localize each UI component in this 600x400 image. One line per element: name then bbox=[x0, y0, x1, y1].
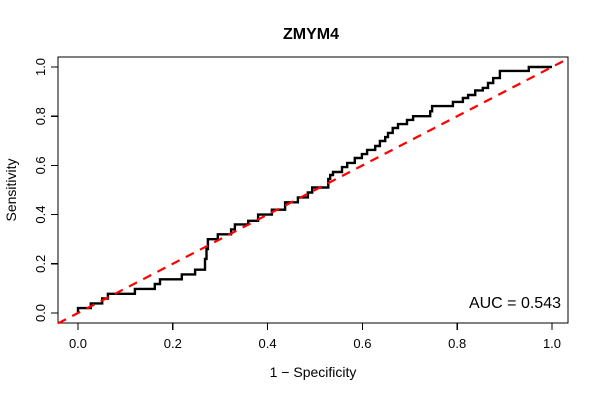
y-tick-label: 0.8 bbox=[33, 107, 48, 125]
x-tick-label: 0.4 bbox=[259, 336, 277, 351]
plot-box bbox=[57, 56, 569, 324]
x-tick-label: 1.0 bbox=[543, 336, 561, 351]
chart-title: ZMYM4 bbox=[283, 26, 339, 43]
y-axis-label: Sensitivity bbox=[3, 158, 19, 221]
x-tick-label: 0.8 bbox=[448, 336, 466, 351]
chance-diagonal-line bbox=[57, 57, 569, 325]
y-tick-label: 1.0 bbox=[33, 58, 48, 76]
y-tick-label: 0.6 bbox=[33, 156, 48, 174]
x-tick-label: 0.2 bbox=[164, 336, 182, 351]
x-tick-label: 0.6 bbox=[353, 336, 371, 351]
x-axis: 0.0 0.2 0.4 0.6 0.8 1.0 bbox=[69, 323, 561, 351]
y-tick-label: 0.2 bbox=[33, 255, 48, 273]
auc-annotation: AUC = 0.543 bbox=[469, 295, 561, 312]
roc-curve-path bbox=[76, 65, 552, 313]
x-tick-label: 0.0 bbox=[69, 336, 87, 351]
plot-series bbox=[57, 57, 569, 325]
x-axis-label: 1 − Specificity bbox=[270, 364, 357, 380]
y-tick-label: 0.4 bbox=[33, 206, 48, 224]
y-tick-label: 0.0 bbox=[33, 304, 48, 322]
y-axis: 0.0 0.2 0.4 0.6 0.8 1.0 bbox=[33, 58, 58, 322]
